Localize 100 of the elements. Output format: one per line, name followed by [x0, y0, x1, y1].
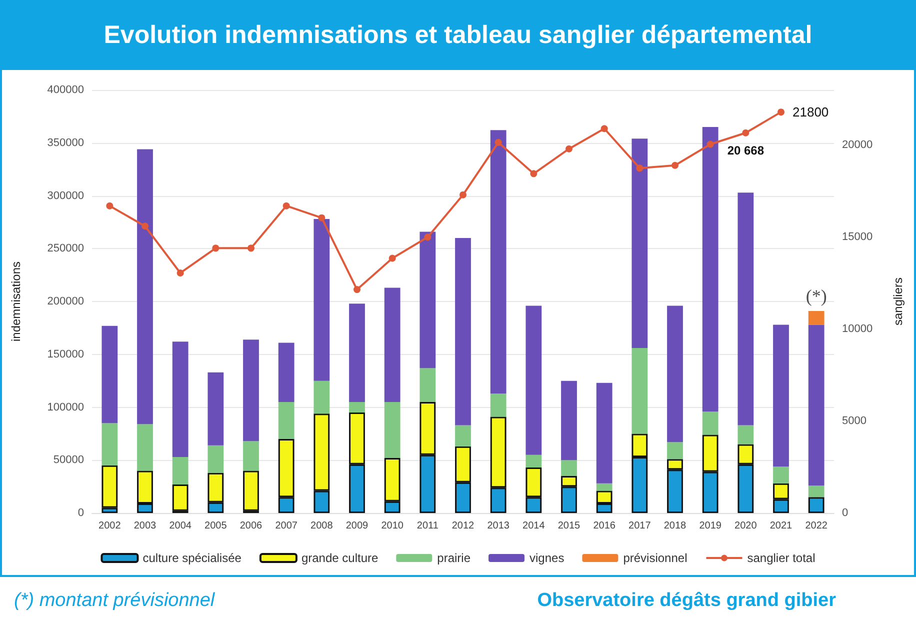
x-tick-label: 2011 [416, 520, 439, 532]
bar [738, 192, 754, 426]
bar [278, 402, 294, 439]
bar [526, 306, 542, 455]
x-tick-label: 2019 [699, 520, 722, 532]
point [176, 269, 184, 276]
bar [243, 441, 259, 471]
bar [455, 238, 471, 426]
y2-axis-title: sangliers [891, 277, 905, 326]
point [742, 129, 750, 136]
bar [102, 423, 118, 466]
bar [561, 380, 577, 460]
y-axis-title: indemnisations [9, 261, 23, 342]
bar [702, 411, 718, 435]
point [494, 138, 502, 146]
point [318, 214, 326, 222]
point [424, 234, 432, 241]
bar [632, 138, 648, 348]
point [248, 244, 254, 252]
point [706, 140, 714, 148]
y-tick-label: 300000 [47, 190, 84, 202]
x-tick-label: 2012 [452, 520, 475, 532]
point [530, 170, 538, 178]
x-tick-label: 2022 [805, 520, 828, 532]
x-tick-label: 2008 [310, 520, 334, 532]
y-tick-label: 50000 [53, 454, 84, 466]
bar [596, 483, 612, 491]
x-tick-label: 2010 [381, 520, 404, 532]
x-tick-label: 2004 [169, 520, 192, 532]
bar [137, 424, 153, 471]
text: Observatoire dégâts grand gibier [537, 590, 836, 612]
point [778, 108, 784, 116]
y-tick-label: 100000 [47, 401, 84, 414]
bar [490, 130, 506, 394]
bar [702, 127, 718, 412]
bar [632, 348, 648, 434]
bar [314, 380, 330, 414]
y-tick-label: 400000 [47, 84, 84, 96]
bar [773, 466, 789, 484]
bar [420, 232, 436, 368]
annotation: (*) [806, 286, 827, 306]
x-tick-label: 2002 [98, 520, 122, 532]
x-tick-label: 2021 [770, 520, 793, 532]
y-tick-label: 150000 [47, 348, 84, 360]
x-tick-label: 2020 [734, 520, 758, 532]
bar [808, 311, 824, 325]
x-tick-label: 2005 [204, 520, 228, 532]
y2-tick-label: 15000 [842, 231, 873, 244]
x-tick-label: 2015 [558, 520, 581, 532]
point [636, 164, 644, 172]
point [388, 254, 396, 262]
bar [667, 442, 683, 460]
legend-label: grande culture [301, 551, 378, 565]
bar [808, 486, 824, 498]
bar [208, 445, 224, 473]
point [566, 145, 572, 152]
bar [808, 497, 824, 513]
data-label: 20 668 [727, 143, 764, 158]
point [282, 202, 290, 210]
legend-label: prairie [437, 551, 471, 565]
point [460, 191, 466, 198]
bar [349, 304, 365, 402]
legend-label: sanglier total [747, 551, 816, 565]
y2-tick-label: 10000 [842, 323, 873, 336]
bar [314, 219, 330, 381]
y-tick-label: 0 [78, 507, 84, 519]
bar [243, 470, 259, 511]
bar [208, 372, 224, 446]
bar [420, 368, 436, 402]
x-tick-label: 2007 [275, 520, 298, 532]
bar [172, 342, 188, 457]
x-tick-label: 2003 [134, 520, 157, 532]
point [672, 162, 678, 169]
data-label: 21800 [792, 104, 829, 120]
bar [455, 425, 471, 446]
bar [243, 340, 259, 442]
y-tick-label: 250000 [47, 242, 84, 255]
bar [561, 460, 577, 476]
x-tick-label: 2018 [664, 520, 687, 532]
x-tick-label: 2016 [593, 520, 616, 532]
y2-tick-label: 20000 [842, 139, 873, 152]
bar [102, 326, 118, 424]
legend-label: vignes [530, 551, 564, 565]
bar [349, 402, 365, 413]
point [106, 202, 114, 210]
y2-tick-label: 0 [842, 507, 848, 519]
bar [667, 306, 683, 442]
bar [172, 456, 188, 484]
x-tick-label: 2017 [628, 520, 652, 532]
y-tick-label: 200000 [47, 296, 84, 308]
bar [384, 288, 400, 402]
bar [384, 402, 400, 458]
bar [596, 382, 612, 484]
bar [526, 454, 542, 468]
point [354, 286, 360, 294]
point [600, 125, 608, 132]
y-tick-label: 350000 [47, 136, 84, 149]
bar [172, 484, 188, 511]
x-tick-label: 2006 [240, 520, 263, 532]
legend-label: culture spécialisée [142, 551, 242, 565]
